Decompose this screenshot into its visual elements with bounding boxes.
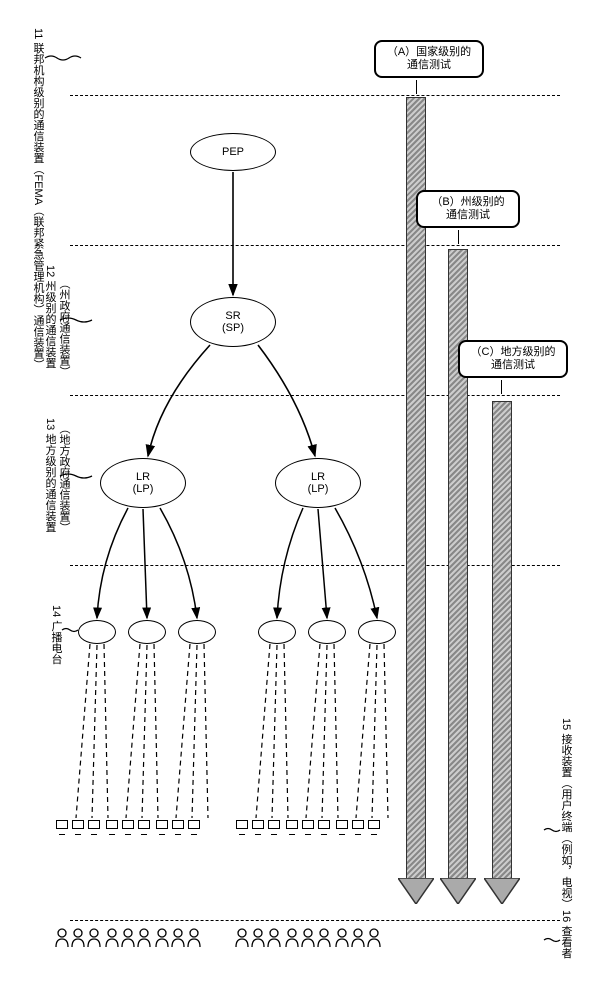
- viewer-person-icon: [235, 928, 249, 948]
- viewer-person-icon: [187, 928, 201, 948]
- node-lr-right-label: LR (LP): [308, 471, 329, 495]
- divider-4: [70, 565, 560, 566]
- node-sr-label: SR (SP): [222, 310, 244, 334]
- node-lr-left: LR (LP): [100, 458, 186, 508]
- terminal-monitor: [368, 820, 380, 834]
- terminal-monitor: [106, 820, 118, 834]
- callout-a-leader: [416, 80, 417, 94]
- viewer-person-icon: [317, 928, 331, 948]
- station-6: [358, 620, 396, 644]
- station-3: [178, 620, 216, 644]
- viewer-person-icon: [137, 928, 151, 948]
- viewer-person-icon: [105, 928, 119, 948]
- viewer-person-icon: [335, 928, 349, 948]
- viewer-person-icon: [87, 928, 101, 948]
- terminal-monitor: [172, 820, 184, 834]
- node-pep-label: PEP: [222, 146, 244, 158]
- label-13b: （地方政府通信装置）: [56, 423, 72, 533]
- label-12b: （州政府通信装置）: [56, 278, 72, 377]
- station-1: [78, 620, 116, 644]
- terminal-monitor: [88, 820, 100, 834]
- terminal-monitor: [286, 820, 298, 834]
- viewer-person-icon: [155, 928, 169, 948]
- terminal-monitor: [138, 820, 150, 834]
- callout-c-leader: [501, 380, 502, 394]
- viewer-person-icon: [301, 928, 315, 948]
- callout-b-text: （B）州级别的 通信测试: [431, 196, 504, 221]
- callout-c-text: （C）地方级别的 通信测试: [471, 346, 556, 371]
- viewer-person-icon: [367, 928, 381, 948]
- viewer-person-icon: [71, 928, 85, 948]
- station-4: [258, 620, 296, 644]
- viewer-person-icon: [351, 928, 365, 948]
- label-14: 14 广播电台: [48, 605, 64, 664]
- divider-2: [70, 245, 560, 246]
- callout-a: （A）国家级别的 通信测试: [374, 40, 484, 78]
- terminal-monitor: [318, 820, 330, 834]
- node-pep: PEP: [190, 133, 276, 171]
- callout-b-leader: [458, 230, 459, 244]
- station-2: [128, 620, 166, 644]
- viewer-person-icon: [285, 928, 299, 948]
- label-15: 15 接收装置（用户终端（例如，电视）: [558, 718, 574, 909]
- terminal-monitor: [156, 820, 168, 834]
- viewer-person-icon: [171, 928, 185, 948]
- node-lr-left-label: LR (LP): [133, 471, 154, 495]
- terminal-monitor: [252, 820, 264, 834]
- terminal-monitor: [236, 820, 248, 834]
- terminal-monitor: [122, 820, 134, 834]
- terminal-monitor: [72, 820, 84, 834]
- node-sr: SR (SP): [190, 297, 276, 347]
- callout-b: （B）州级别的 通信测试: [416, 190, 520, 228]
- node-lr-right: LR (LP): [275, 458, 361, 508]
- viewer-person-icon: [121, 928, 135, 948]
- callout-a-text: （A）国家级别的 通信测试: [387, 46, 471, 71]
- terminal-monitor: [336, 820, 348, 834]
- terminal-monitor: [268, 820, 280, 834]
- label-16: 16 查看者: [558, 910, 574, 958]
- station-5: [308, 620, 346, 644]
- terminal-monitor: [302, 820, 314, 834]
- terminal-monitor: [188, 820, 200, 834]
- viewer-person-icon: [55, 928, 69, 948]
- divider-1: [70, 95, 560, 96]
- divider-3: [70, 395, 560, 396]
- callout-c: （C）地方级别的 通信测试: [458, 340, 568, 378]
- terminal-monitor: [352, 820, 364, 834]
- divider-5: [70, 920, 560, 921]
- viewer-person-icon: [251, 928, 265, 948]
- viewer-person-icon: [267, 928, 281, 948]
- terminal-monitor: [56, 820, 68, 834]
